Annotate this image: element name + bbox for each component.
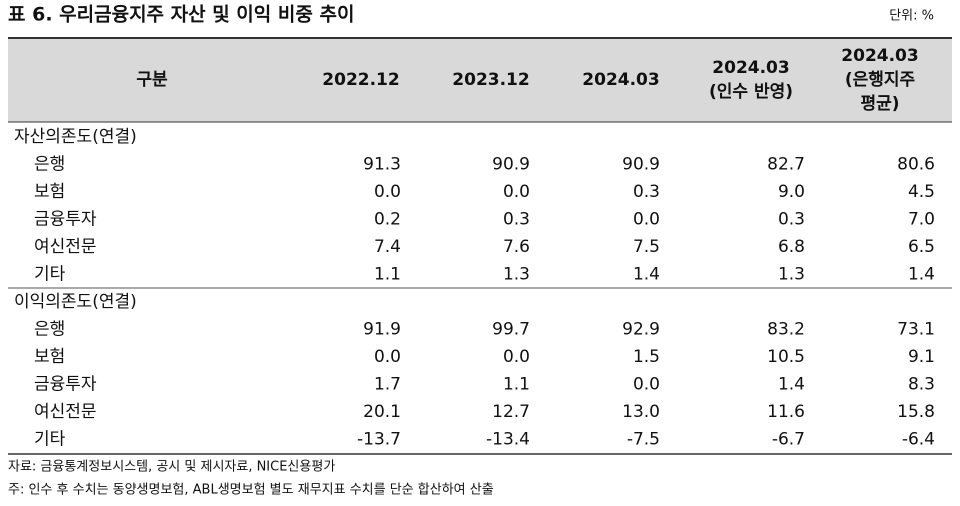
cell: 0.3 xyxy=(778,210,805,230)
cell: 1.3 xyxy=(778,265,805,285)
cell: 0.0 xyxy=(633,210,660,230)
cell: 7.4 xyxy=(374,237,401,257)
cell: 13.0 xyxy=(622,402,660,422)
cell: 1.7 xyxy=(374,375,401,395)
unit: 단위: % xyxy=(889,9,934,24)
cell: 91.3 xyxy=(363,155,401,175)
cell: 8.3 xyxy=(908,375,935,395)
column-header: (인수 반영) xyxy=(709,82,793,102)
cell: -6.4 xyxy=(902,430,935,450)
column-header: 2024.03 xyxy=(582,70,659,90)
cell: 90.9 xyxy=(622,155,660,175)
cell: 99.7 xyxy=(492,320,530,340)
cell: -6.7 xyxy=(772,430,805,450)
cell: 91.9 xyxy=(363,320,401,340)
cell: 0.0 xyxy=(374,347,401,367)
row-label: 보험 xyxy=(34,182,65,202)
row-label: 은행 xyxy=(34,320,65,340)
column-header: 구분 xyxy=(136,70,168,90)
source: 자료: 금융통계정보시스템, 공시 및 제시자료, NICE신용평가 xyxy=(8,460,335,475)
column-header: 2024.03 xyxy=(841,46,918,66)
cell: 92.9 xyxy=(622,320,660,340)
row-label: 여신전문 xyxy=(34,402,97,422)
cell: 0.2 xyxy=(374,210,401,230)
cell: 83.2 xyxy=(767,320,805,340)
cell: 1.1 xyxy=(503,375,530,395)
cell: 1.3 xyxy=(503,265,530,285)
cell: 0.3 xyxy=(503,210,530,230)
column-header: 2023.12 xyxy=(452,70,529,90)
cell: 6.5 xyxy=(908,237,935,257)
section-title: 이익의존도(연결) xyxy=(14,292,137,312)
row-label: 기타 xyxy=(34,430,66,450)
cell: 0.0 xyxy=(633,375,660,395)
row-label: 기타 xyxy=(34,265,66,285)
cell: 7.0 xyxy=(908,210,935,230)
cell: 1.5 xyxy=(633,347,660,367)
section-title: 자산의존도(연결) xyxy=(14,127,137,147)
title: 표 6. 우리금융지주 자산 및 이익 비중 추이 xyxy=(8,4,354,26)
row-label: 은행 xyxy=(34,155,65,175)
row-label: 여신전문 xyxy=(34,237,97,257)
cell: 1.4 xyxy=(908,265,935,285)
header-band xyxy=(8,38,952,122)
cell: 73.1 xyxy=(897,320,935,340)
cell: -7.5 xyxy=(627,430,660,450)
cell: 4.5 xyxy=(908,182,935,202)
note: 주: 인수 후 수치는 동양생명보험, ABL생명보험 별도 재무지표 수치를 … xyxy=(8,483,494,498)
cell: 0.0 xyxy=(374,182,401,202)
cell: 7.5 xyxy=(633,237,660,257)
cell: 0.3 xyxy=(633,182,660,202)
column-header: 평균) xyxy=(860,94,899,114)
column-header: (은행지주 xyxy=(845,70,916,90)
cell: 9.0 xyxy=(778,182,805,202)
cell: -13.4 xyxy=(486,430,530,450)
cell: 82.7 xyxy=(767,155,805,175)
cell: 12.7 xyxy=(492,402,530,422)
cell: 20.1 xyxy=(363,402,401,422)
cell: 15.8 xyxy=(897,402,935,422)
cell: 0.0 xyxy=(503,182,530,202)
cell: 10.5 xyxy=(767,347,805,367)
cell: 7.6 xyxy=(503,237,530,257)
cell: 0.0 xyxy=(503,347,530,367)
column-header: 2022.12 xyxy=(322,70,399,90)
row-label: 금융투자 xyxy=(34,210,97,230)
cell: 80.6 xyxy=(897,155,935,175)
cell: 1.1 xyxy=(374,265,401,285)
cell: 1.4 xyxy=(633,265,660,285)
cell: -13.7 xyxy=(357,430,401,450)
cell: 9.1 xyxy=(908,347,935,367)
cell: 6.8 xyxy=(778,237,805,257)
cell: 11.6 xyxy=(767,402,805,422)
row-label: 금융투자 xyxy=(34,375,97,395)
cell: 1.4 xyxy=(778,375,805,395)
row-label: 보험 xyxy=(34,347,65,367)
column-header: 2024.03 xyxy=(712,58,789,78)
cell: 90.9 xyxy=(492,155,530,175)
